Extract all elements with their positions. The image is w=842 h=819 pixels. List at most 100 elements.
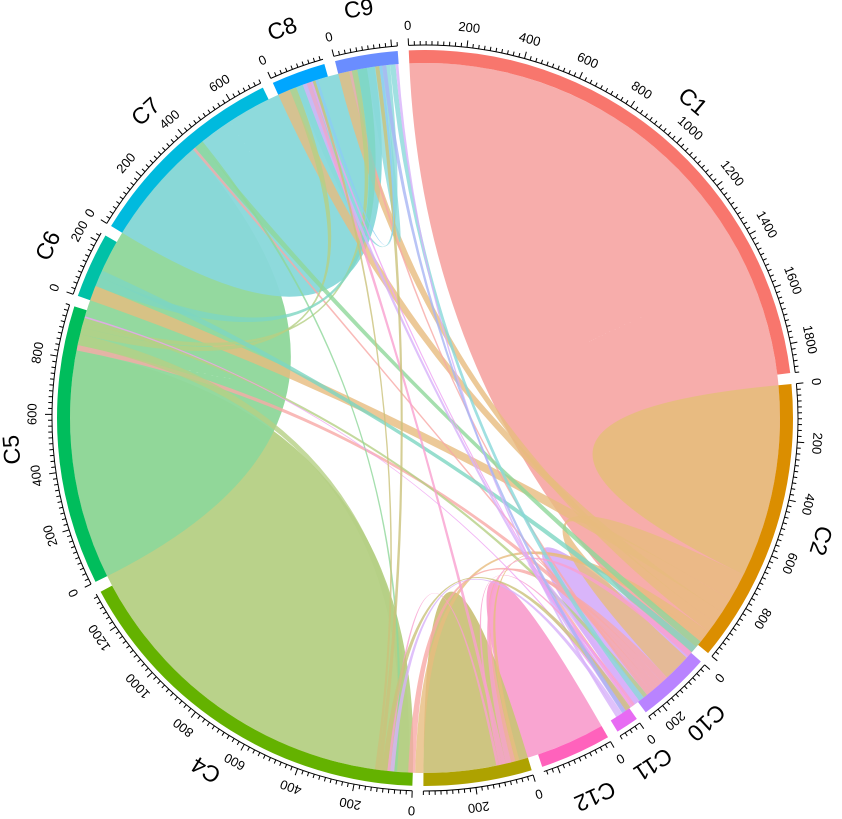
axis-tick (126, 186, 131, 191)
axis-c11 (619, 722, 641, 737)
axis-tick (338, 50, 340, 56)
axis-tick (562, 67, 566, 72)
axis-tick (267, 71, 272, 79)
sector-tracks (56, 49, 793, 787)
axis-tick (705, 169, 709, 173)
axis-tick (95, 233, 100, 237)
axis-tick (727, 196, 731, 201)
axis-tick (540, 59, 544, 64)
axis-tick (605, 87, 609, 92)
axis-tick (49, 472, 57, 475)
axis-tick (187, 708, 192, 712)
axis-tick (662, 705, 668, 712)
tick-label: 1200 (718, 157, 748, 189)
axis-tick (791, 488, 796, 490)
sector-track-c10 (637, 652, 701, 713)
axis-tick (231, 738, 235, 743)
axis-tick (341, 781, 344, 786)
tick-label: 600 (779, 551, 801, 577)
axis-tick (370, 787, 372, 792)
ribbon-c2-to-c2 (592, 385, 780, 575)
axis-tick (527, 776, 530, 781)
axis-tick (481, 786, 483, 791)
axis-tick (568, 69, 571, 75)
axis-tick (639, 722, 645, 730)
axis-tick (733, 206, 738, 210)
axis-tick (524, 51, 527, 59)
axis-tick (284, 67, 288, 72)
tick-label: 0 (712, 670, 728, 685)
axis-tick (102, 611, 107, 615)
ribbon-c12-to-c1 (479, 574, 635, 766)
tick-label: 0 (533, 786, 544, 802)
tick-label: 600 (221, 750, 247, 774)
axis-tick (55, 343, 60, 346)
axis-tick (262, 754, 266, 759)
axis-tick (762, 258, 767, 261)
axis-tick (751, 597, 756, 601)
tick-label: 1600 (781, 264, 805, 296)
axis-tick (242, 87, 246, 92)
axis-tick (754, 592, 759, 596)
axis-tick (794, 464, 800, 467)
axis-tick (619, 735, 623, 740)
tick-label: 600 (24, 403, 39, 425)
axis-tick (746, 226, 751, 230)
axis-tick (55, 489, 60, 492)
sector-label-c3: C3 (468, 814, 501, 819)
axis-tick (696, 673, 701, 677)
axis-tick (600, 85, 603, 90)
axis-tick (767, 268, 772, 272)
axis-tick (573, 72, 577, 77)
axis-tick (648, 716, 652, 720)
axis-tick (692, 677, 696, 681)
axis-tick (774, 284, 782, 288)
ribbon-c1-to-c3 (408, 567, 668, 773)
axis-tick (193, 119, 197, 124)
axis-tick (53, 483, 59, 486)
axis-c5 (51, 304, 92, 585)
axis-tick (73, 281, 78, 284)
axis-tick (501, 48, 504, 54)
tick-label: 0 (408, 803, 416, 818)
axis-tick (258, 79, 262, 84)
axis-tick (535, 57, 538, 62)
axis-tick (318, 56, 321, 61)
axis-c9 (333, 45, 398, 57)
axis-tick (50, 354, 58, 357)
axis-tick (629, 729, 633, 734)
sector-track-c8 (272, 64, 328, 95)
axis-tick (237, 90, 241, 95)
axis-tick (748, 603, 753, 606)
axis-tick (68, 540, 74, 543)
axis-tick (75, 556, 80, 560)
axis-tick (789, 336, 794, 339)
axis-tick (279, 761, 282, 767)
axis-tick (562, 764, 566, 769)
axis-tick (722, 642, 727, 646)
axis-tick (85, 254, 90, 257)
axis-tick (675, 693, 679, 698)
axis-tick (557, 766, 561, 774)
axis-tick (551, 63, 555, 68)
axis-tick (551, 768, 554, 773)
axis-tick (625, 100, 629, 104)
tick-label: 200 (40, 523, 61, 548)
axis-tick (257, 752, 261, 757)
sector-track-c3 (423, 757, 532, 787)
tick-label: 800 (629, 78, 655, 102)
axis-tick (100, 219, 108, 224)
axis-tick (793, 476, 798, 479)
axis-tick (211, 725, 215, 730)
axis-tick (135, 171, 142, 177)
axis-tick (174, 696, 178, 701)
axis-tick (515, 779, 518, 784)
tick-label: 0 (614, 751, 628, 768)
axis-tick (65, 303, 70, 306)
axis-tick (66, 291, 74, 295)
axis-tick (221, 732, 225, 736)
axis-tick (658, 124, 663, 128)
axis-tick (133, 177, 138, 181)
axis-tick (364, 786, 367, 791)
sector-track-c12 (538, 725, 609, 767)
